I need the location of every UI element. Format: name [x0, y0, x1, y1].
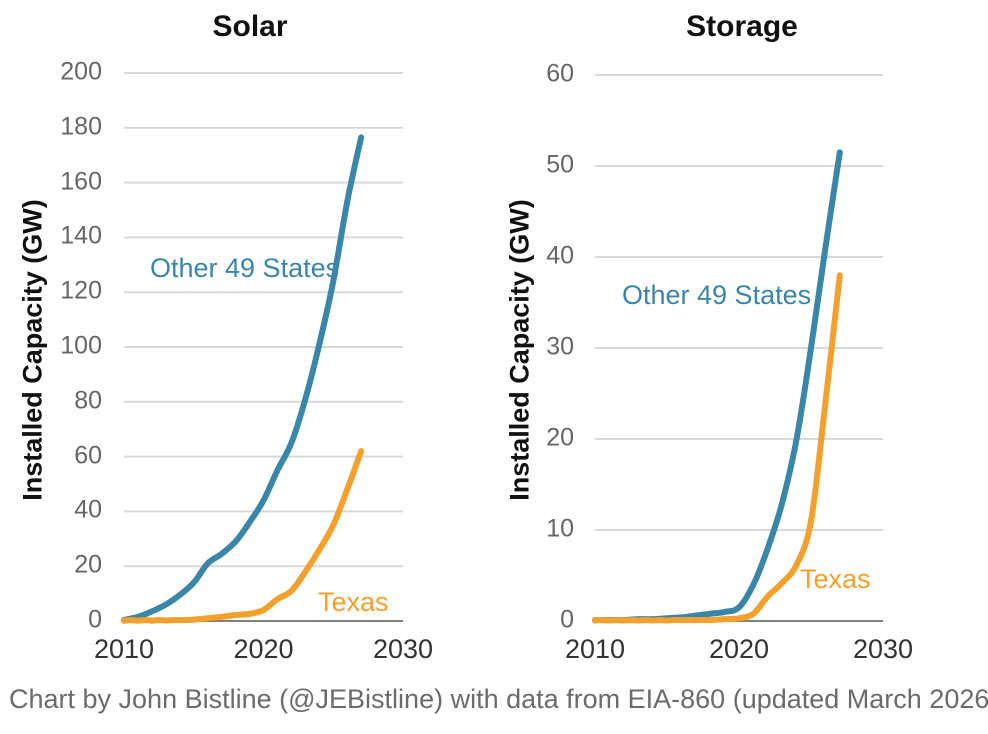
- y-tick-label: 100: [60, 331, 102, 360]
- y-tick-label: 0: [560, 605, 574, 634]
- y-tick-label: 40: [546, 241, 574, 270]
- x-tick-label: 2020: [708, 634, 770, 664]
- y-tick-label: 180: [60, 112, 102, 141]
- caption: Chart by John Bistline (@JEBistline) wit…: [9, 684, 988, 714]
- storage-texas-label: Texas: [800, 564, 871, 594]
- storage-chart-title: Storage: [686, 10, 798, 43]
- y-tick-label: 10: [546, 514, 574, 543]
- y-tick-label: 60: [546, 59, 574, 88]
- series-line-texas: [121, 448, 365, 624]
- x-tick-label: 2030: [372, 634, 434, 664]
- solar-other-49-states-label: Other 49 States: [150, 253, 340, 283]
- x-tick-label: 2010: [564, 634, 626, 664]
- y-tick-label: 140: [60, 221, 102, 250]
- y-tick-label: 160: [60, 167, 102, 196]
- solar-texas-label: Texas: [318, 587, 389, 617]
- y-tick-label: 20: [74, 550, 102, 579]
- y-tick-label: 80: [74, 386, 102, 415]
- series-line-texas: [592, 272, 843, 624]
- y-tick-label: 20: [546, 423, 574, 452]
- x-tick-label: 2020: [233, 634, 294, 664]
- y-tick-label: 0: [88, 605, 102, 634]
- storage-other-49-states-label: Other 49 States: [622, 280, 812, 310]
- y-tick-label: 40: [74, 495, 102, 524]
- y-tick-label: 200: [60, 57, 102, 86]
- y-tick-label: 120: [60, 276, 102, 305]
- y-tick-label: 60: [74, 441, 102, 470]
- y-tick-label: 30: [546, 332, 574, 361]
- series-line-other-49-states: [121, 134, 365, 623]
- y-tick-label: 50: [546, 150, 574, 179]
- x-tick-label: 2010: [93, 634, 155, 664]
- x-tick-label: 2030: [852, 634, 914, 664]
- solar-chart-title: Solar: [212, 10, 288, 43]
